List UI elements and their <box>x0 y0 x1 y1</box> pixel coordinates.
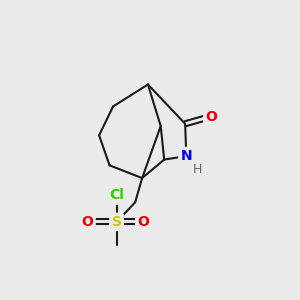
Text: O: O <box>206 110 217 124</box>
Text: O: O <box>137 215 149 229</box>
Text: O: O <box>82 215 93 229</box>
Text: Cl: Cl <box>109 188 124 203</box>
Text: H: H <box>193 164 203 176</box>
Text: N: N <box>181 149 192 163</box>
Text: S: S <box>112 215 122 229</box>
